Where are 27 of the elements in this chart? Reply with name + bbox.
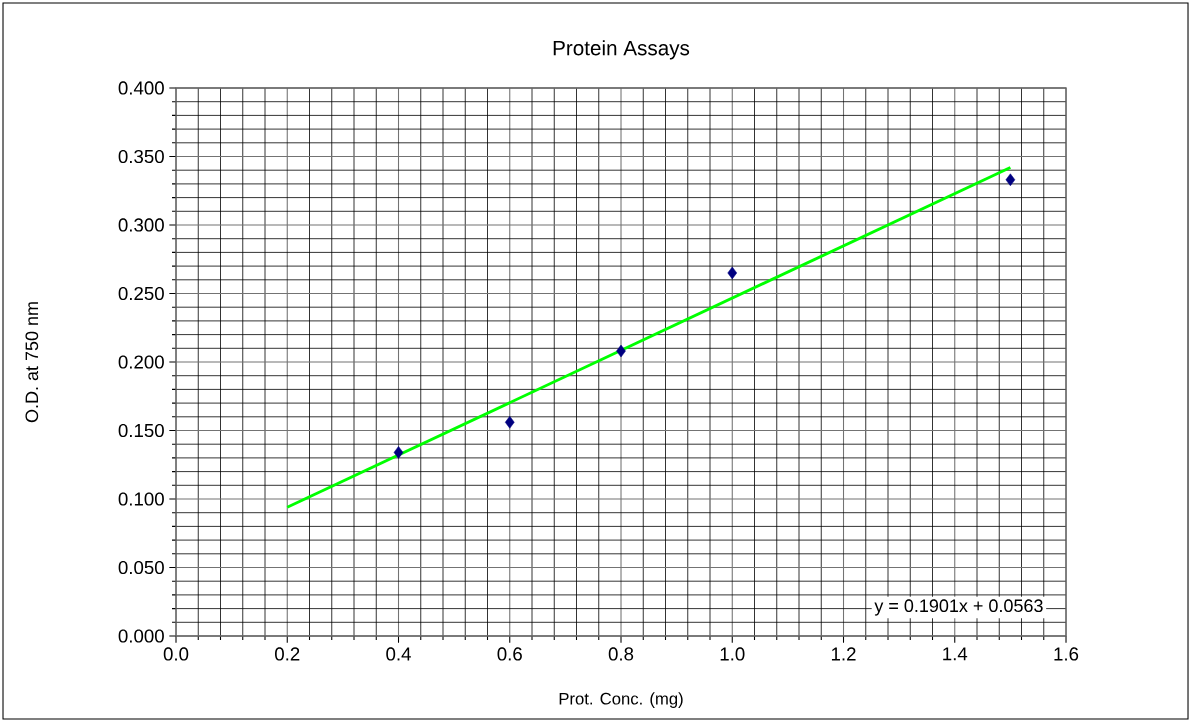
- x-tick-label: 0.6: [497, 647, 522, 661]
- y-tick-label: 0.150: [118, 423, 164, 438]
- x-axis-title: Prot. Conc. (mg): [559, 692, 683, 708]
- y-tick-label: 0.250: [118, 286, 164, 301]
- point: [616, 344, 626, 358]
- x-tick-label: 0.4: [386, 647, 411, 661]
- x-tick-label: 0.2: [275, 647, 300, 661]
- x-tick-label: 1.2: [831, 647, 856, 661]
- x-tick-label: 1.0: [720, 647, 745, 661]
- point: [393, 446, 404, 459]
- y-tick-label: 0.300: [118, 218, 164, 232]
- y-tick-label: 0.050: [118, 560, 164, 575]
- y-tick-label: 0.350: [118, 149, 164, 164]
- x-tick-label: 1.6: [1054, 647, 1079, 661]
- y-tick-label: 0.400: [118, 81, 164, 95]
- x-tick-label: 0.8: [608, 647, 634, 661]
- y-tick-label: 0.000: [118, 629, 164, 643]
- y-axis-title: O.D. at 750 nm: [25, 302, 39, 423]
- y-tick-label: 0.200: [118, 355, 164, 369]
- point: [727, 266, 738, 280]
- y-tick-label: 0.100: [118, 492, 164, 506]
- x-tick-label: 1.4: [943, 647, 968, 661]
- point: [504, 416, 515, 429]
- point: [1005, 173, 1016, 187]
- x-tick-label: 0.0: [163, 647, 189, 661]
- chart-title: Protein Assays: [553, 40, 690, 60]
- annotation: y = 0.1901x + 0.0563: [874, 599, 1043, 616]
